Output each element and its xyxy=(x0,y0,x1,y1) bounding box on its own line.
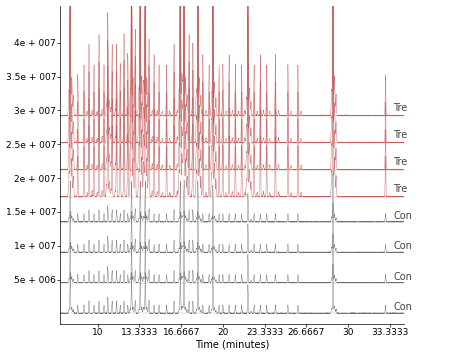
Text: Con: Con xyxy=(393,211,412,221)
Text: Tre: Tre xyxy=(393,157,408,167)
Text: Con: Con xyxy=(393,241,412,251)
Text: Tre: Tre xyxy=(393,184,408,194)
Text: Con: Con xyxy=(393,302,412,312)
Text: Con: Con xyxy=(393,272,412,282)
X-axis label: Time (minutes): Time (minutes) xyxy=(195,339,269,349)
Text: Tre: Tre xyxy=(393,103,408,113)
Text: Tre: Tre xyxy=(393,130,408,140)
